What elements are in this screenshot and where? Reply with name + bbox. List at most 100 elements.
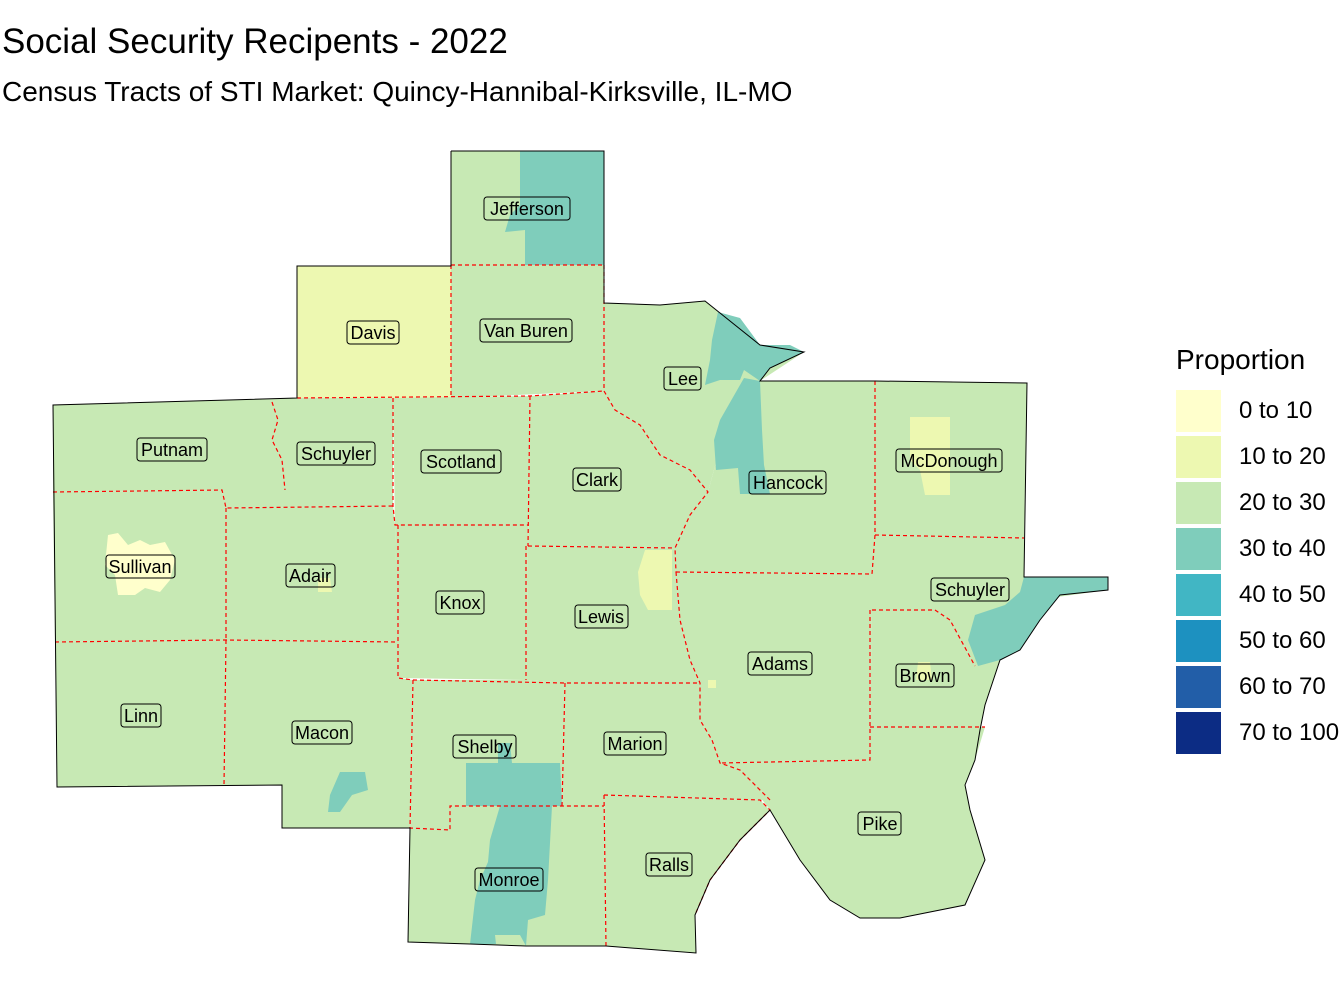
svg-text:Clark: Clark xyxy=(576,470,619,490)
svg-text:Scotland: Scotland xyxy=(426,452,496,472)
legend-label: 60 to 70 xyxy=(1239,673,1326,700)
label-ralls: Ralls xyxy=(645,852,693,877)
legend-item: 20 to 30 xyxy=(1176,480,1339,526)
county-pike xyxy=(720,727,985,918)
tract-brown-low xyxy=(916,662,932,680)
svg-text:Davis: Davis xyxy=(350,323,395,343)
county-scotland xyxy=(393,396,530,525)
legend-item: 30 to 40 xyxy=(1176,526,1339,572)
svg-text:Jefferson: Jefferson xyxy=(490,199,564,219)
label-adair: Adair xyxy=(285,563,336,588)
label-sullivan: Sullivan xyxy=(105,554,176,579)
legend-title: Proportion xyxy=(1176,344,1306,375)
label-schuyler-mo: Schuyler xyxy=(296,441,376,466)
svg-text:Lee: Lee xyxy=(668,369,698,389)
label-pike: Pike xyxy=(857,811,902,836)
tract-fills xyxy=(105,151,1108,946)
county-brown xyxy=(870,610,1000,730)
label-adams: Adams xyxy=(747,651,813,676)
legend-item: 70 to 100 xyxy=(1176,710,1339,756)
legend-label: 10 to 20 xyxy=(1239,443,1326,470)
legend-swatch xyxy=(1176,390,1221,432)
tract-hancock-high xyxy=(714,378,770,494)
label-van-buren: Van Buren xyxy=(479,318,573,343)
label-marion: Marion xyxy=(603,731,667,756)
label-putnam: Putnam xyxy=(136,437,208,462)
tract-mcdonough-low xyxy=(910,417,950,495)
label-shelby: Shelby xyxy=(452,734,517,759)
label-clark: Clark xyxy=(572,467,622,492)
county-clark xyxy=(528,391,708,548)
county-schuyler-mo xyxy=(222,398,393,508)
county-knox xyxy=(395,525,528,680)
tract-macon-high xyxy=(328,772,368,812)
label-knox: Knox xyxy=(435,590,485,615)
legend-swatch xyxy=(1176,574,1221,616)
svg-text:Sullivan: Sullivan xyxy=(108,557,171,577)
label-lee: Lee xyxy=(663,366,702,391)
svg-text:Pike: Pike xyxy=(862,814,897,834)
legend-swatch xyxy=(1176,482,1221,524)
legend-item: 0 to 10 xyxy=(1176,388,1339,434)
svg-text:Schuyler: Schuyler xyxy=(935,580,1005,600)
market-outline xyxy=(52,150,1109,954)
tract-lewis-low xyxy=(638,550,672,610)
legend-swatch xyxy=(1176,620,1221,662)
legend-swatch xyxy=(1176,528,1221,570)
label-linn: Linn xyxy=(120,703,162,728)
tract-sullivan-low xyxy=(105,533,175,595)
map-title: Social Security Recipents - 2022 xyxy=(2,22,508,61)
label-hancock: Hancock xyxy=(748,470,827,495)
label-jefferson: Jefferson xyxy=(483,196,571,221)
legend-label: 50 to 60 xyxy=(1239,627,1326,654)
svg-text:Putnam: Putnam xyxy=(141,440,203,460)
legend-swatch xyxy=(1176,712,1221,754)
legend-label: 70 to 100 xyxy=(1239,719,1340,746)
svg-text:Ralls: Ralls xyxy=(649,855,689,875)
svg-text:Adair: Adair xyxy=(289,566,331,586)
label-mcdonough: McDonough xyxy=(895,448,1003,473)
legend: Proportion 0 to 10 10 to 20 20 to 30 30 … xyxy=(1176,344,1339,756)
svg-text:Shelby: Shelby xyxy=(457,737,512,757)
label-davis: Davis xyxy=(346,320,400,345)
tract-lee-high xyxy=(705,312,804,385)
tract-shelby-monroe-high xyxy=(466,743,562,946)
legend-swatch xyxy=(1176,436,1221,478)
legend-swatch xyxy=(1176,666,1221,708)
svg-text:Brown: Brown xyxy=(899,666,950,686)
tract-adair-low xyxy=(318,578,332,592)
label-lewis: Lewis xyxy=(574,604,629,629)
svg-text:Lewis: Lewis xyxy=(578,607,624,627)
county-putnam xyxy=(53,398,297,492)
county-adair xyxy=(226,506,398,642)
county-labels: Jefferson Davis Van Buren Lee Putnam Sch… xyxy=(105,196,1010,892)
svg-text:Knox: Knox xyxy=(439,593,480,613)
choropleth-map: Jefferson Davis Van Buren Lee Putnam Sch… xyxy=(52,150,1109,954)
svg-text:McDonough: McDonough xyxy=(900,451,997,471)
label-scotland: Scotland xyxy=(420,449,502,474)
svg-text:Adams: Adams xyxy=(752,654,808,674)
svg-text:Schuyler: Schuyler xyxy=(301,444,371,464)
legend-item: 50 to 60 xyxy=(1176,618,1339,664)
legend-item: 10 to 20 xyxy=(1176,434,1339,480)
tract-schuyler-il-high xyxy=(968,577,1108,666)
county-fills xyxy=(53,151,1108,953)
label-macon: Macon xyxy=(291,720,353,745)
legend-item: 40 to 50 xyxy=(1176,572,1339,618)
county-ralls xyxy=(604,795,770,953)
county-davis xyxy=(297,266,451,398)
map-subtitle: Census Tracts of STI Market: Quincy-Hann… xyxy=(2,76,793,107)
svg-text:Van Buren: Van Buren xyxy=(484,321,568,341)
legend-label: 30 to 40 xyxy=(1239,535,1326,562)
label-schuyler-il: Schuyler xyxy=(930,577,1010,602)
legend-label: 20 to 30 xyxy=(1239,489,1326,516)
legend-label: 40 to 50 xyxy=(1239,581,1326,608)
label-brown: Brown xyxy=(895,663,955,688)
county-van-buren xyxy=(451,265,604,398)
county-linn xyxy=(55,640,226,787)
legend-item: 60 to 70 xyxy=(1176,664,1339,710)
legend-label: 0 to 10 xyxy=(1239,397,1313,424)
svg-text:Hancock: Hancock xyxy=(753,473,824,493)
tract-adams-low xyxy=(708,680,716,688)
county-adams xyxy=(676,572,872,763)
